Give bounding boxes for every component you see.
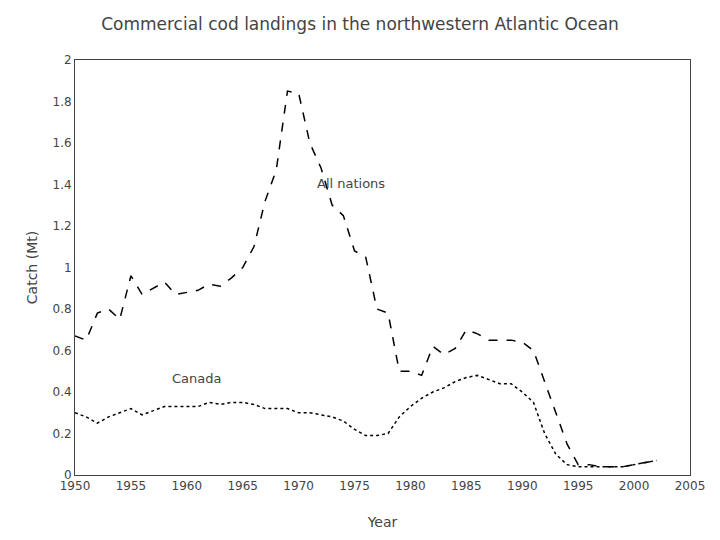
svg-text:2000: 2000 xyxy=(619,479,650,493)
svg-text:2005: 2005 xyxy=(675,479,706,493)
svg-text:1990: 1990 xyxy=(507,479,538,493)
svg-text:1985: 1985 xyxy=(451,479,482,493)
svg-text:Canada: Canada xyxy=(172,371,221,386)
svg-text:0.2: 0.2 xyxy=(53,427,72,441)
svg-text:1: 1 xyxy=(64,261,72,275)
svg-text:1955: 1955 xyxy=(116,479,147,493)
svg-text:0.8: 0.8 xyxy=(53,302,72,316)
svg-text:1.4: 1.4 xyxy=(53,178,72,192)
svg-text:1960: 1960 xyxy=(172,479,203,493)
svg-text:Catch (Mt): Catch (Mt) xyxy=(24,231,40,304)
svg-text:0: 0 xyxy=(64,468,72,482)
svg-text:1975: 1975 xyxy=(339,479,370,493)
svg-text:1.8: 1.8 xyxy=(53,95,72,109)
svg-text:2: 2 xyxy=(64,53,72,67)
svg-text:1950: 1950 xyxy=(60,479,91,493)
svg-text:0.6: 0.6 xyxy=(53,344,72,358)
svg-text:0.4: 0.4 xyxy=(53,385,72,399)
svg-text:1.6: 1.6 xyxy=(53,136,72,150)
svg-text:1965: 1965 xyxy=(227,479,258,493)
svg-text:1.2: 1.2 xyxy=(53,219,72,233)
svg-text:1980: 1980 xyxy=(395,479,426,493)
svg-text:1970: 1970 xyxy=(283,479,314,493)
svg-text:Commercial cod landings in the: Commercial cod landings in the northwest… xyxy=(101,14,619,34)
svg-text:Year: Year xyxy=(367,514,398,530)
svg-text:1995: 1995 xyxy=(563,479,594,493)
svg-text:All nations: All nations xyxy=(317,176,385,191)
